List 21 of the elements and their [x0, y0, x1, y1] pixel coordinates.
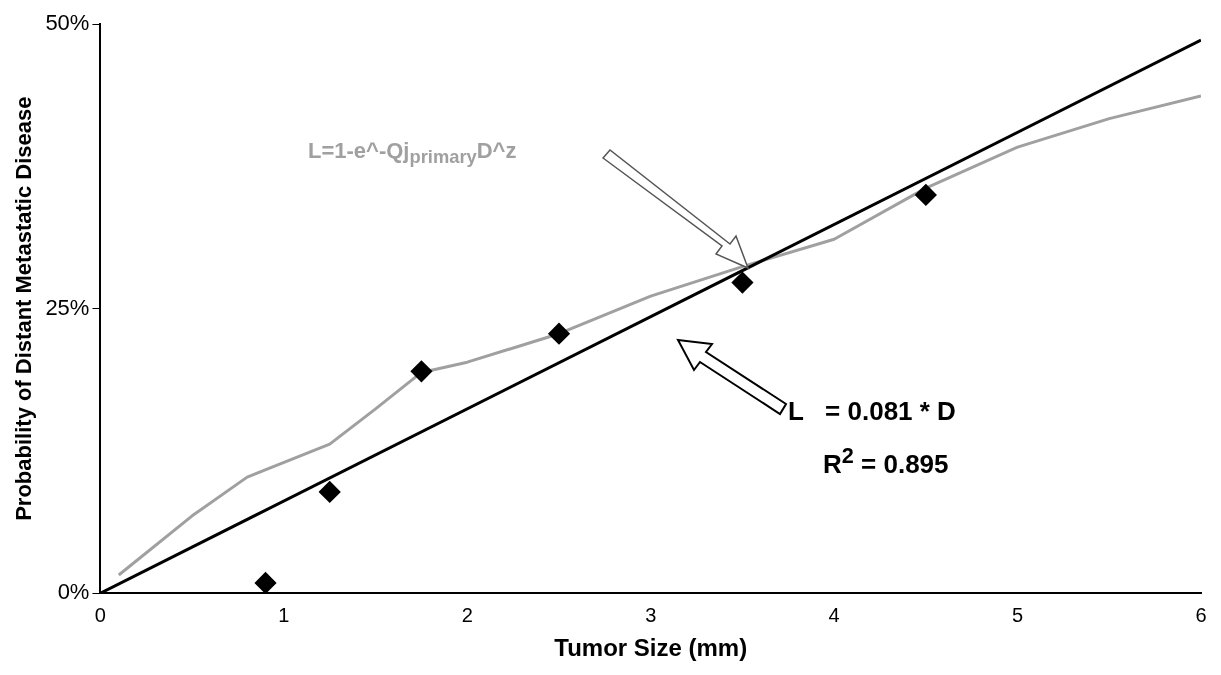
x-tick-label: 0: [94, 603, 106, 626]
annotation: L = 0.081 * D: [788, 396, 956, 427]
x-tick-label: 2: [461, 603, 473, 626]
point: [548, 323, 570, 345]
x-tick-label: 3: [645, 603, 657, 626]
x-tick-label: 6: [1195, 603, 1207, 626]
annotation: L=1-e^-Qj$_{primary}$D^z: [308, 138, 517, 169]
annotation: R$^{2}$ = 0.895: [823, 443, 949, 480]
y-tick-label: 25%: [45, 294, 90, 320]
point: [319, 481, 341, 503]
x-axis-title: Tumor Size (mm): [554, 634, 748, 662]
point: [731, 272, 753, 294]
point: [255, 572, 277, 594]
x-tick-label: 4: [828, 603, 840, 626]
y-tick-label: 0%: [57, 579, 90, 605]
x-tick-label: 5: [1012, 603, 1024, 626]
x-tick-label: 1: [278, 603, 290, 626]
point: [410, 360, 432, 382]
y-axis-title: Probability of Distant Metastatic Disease: [11, 96, 37, 521]
y-tick-label: 50%: [45, 10, 90, 36]
point: [915, 184, 937, 206]
